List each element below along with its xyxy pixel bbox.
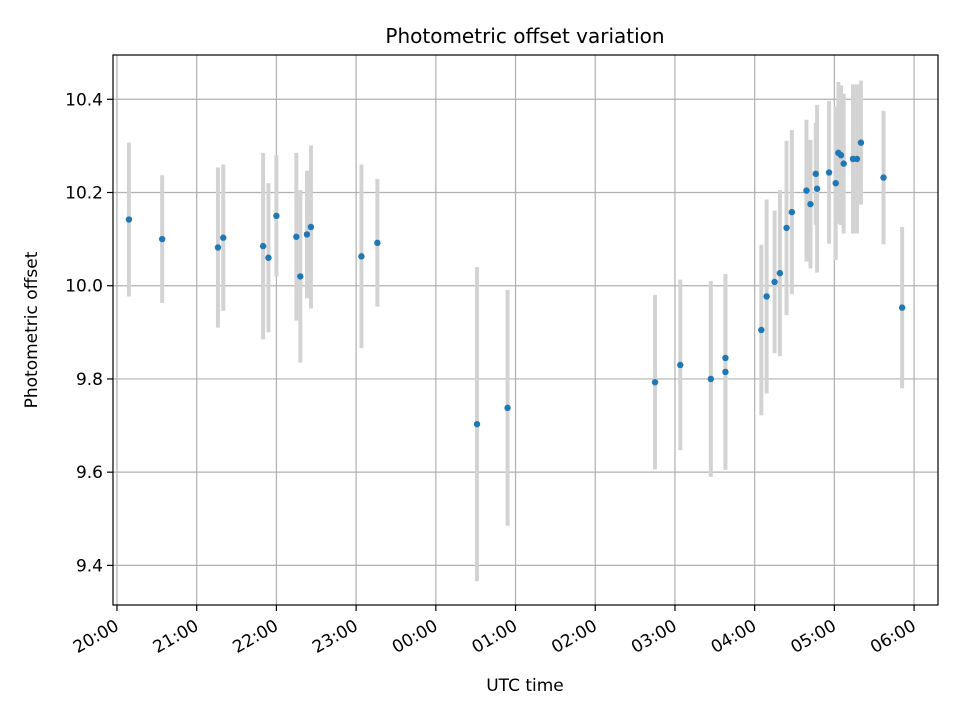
y-axis-label: Photometric offset: [22, 251, 42, 408]
y-axis: 9.4 9.6 9.8 10.0 10.2 10.4: [65, 90, 113, 576]
x-tick-label: 21:00: [150, 616, 202, 658]
data-point: [358, 253, 365, 260]
data-point: [265, 254, 272, 261]
data-point: [707, 375, 715, 383]
y-tick-label: 10.2: [65, 184, 103, 204]
x-tick-label: 02:00: [548, 616, 600, 658]
x-axis-label: UTC time: [486, 676, 564, 696]
data-point: [825, 169, 833, 176]
data-point: [677, 361, 684, 369]
chart-title: Photometric offset variation: [385, 24, 664, 48]
y-tick-label: 9.8: [76, 370, 103, 390]
data-point: [214, 244, 222, 251]
data-point: [307, 223, 315, 231]
data-point: [776, 269, 784, 277]
data-point: [788, 208, 796, 216]
data-point: [504, 404, 511, 412]
x-tick-label: 05:00: [787, 616, 839, 658]
data-point: [374, 239, 381, 247]
grid: [113, 55, 938, 605]
data-point: [771, 278, 778, 286]
data-point: [722, 354, 729, 362]
y-tick-label: 9.4: [76, 556, 103, 576]
data-point: [651, 379, 659, 386]
data-point: [297, 273, 304, 280]
data-point: [125, 216, 133, 223]
data-point: [898, 304, 906, 311]
data-point: [758, 326, 765, 334]
x-tick-label: 23:00: [309, 616, 361, 658]
data-point: [880, 174, 887, 181]
data-point: [837, 152, 845, 159]
data-point: [783, 224, 790, 232]
data-point: [273, 212, 280, 220]
data-point: [293, 233, 300, 240]
data-point: [303, 231, 311, 238]
data-point: [259, 242, 267, 250]
data-point: [803, 187, 810, 194]
y-tick-label: 10.4: [65, 90, 103, 110]
x-axis: 20:00 21:00 22:00 23:00 00:00 01:00 02:00 03:00…: [70, 605, 920, 658]
x-tick-label: 03:00: [628, 616, 680, 658]
y-tick-label: 10.0: [65, 277, 103, 297]
x-tick-label: 00:00: [389, 616, 441, 658]
data-point: [722, 368, 729, 376]
x-tick-label: 06:00: [867, 616, 919, 658]
data-point: [813, 185, 821, 192]
data-point: [763, 293, 770, 300]
data-point: [158, 235, 166, 243]
x-tick-label: 01:00: [469, 616, 521, 658]
data-point: [473, 420, 481, 428]
data-point: [857, 139, 865, 146]
x-tick-label: 04:00: [708, 616, 760, 658]
y-tick-label: 9.6: [76, 463, 103, 483]
data-point: [832, 179, 839, 187]
x-tick-label: 20:00: [70, 616, 122, 658]
data-point: [220, 234, 227, 241]
data-point: [840, 160, 847, 167]
data-points: [125, 139, 906, 428]
data-point: [807, 200, 814, 208]
plot-frame: [112, 54, 939, 606]
x-tick-label: 22:00: [229, 616, 281, 658]
data-point: [812, 170, 819, 178]
plot-area: [113, 55, 938, 605]
data-point: [853, 155, 861, 163]
